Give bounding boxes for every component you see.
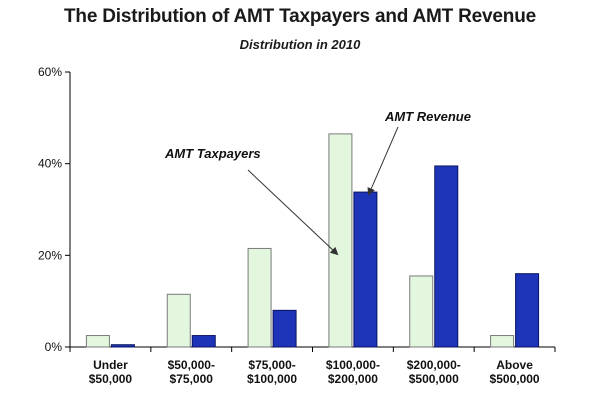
taxpayers-bar (490, 335, 515, 348)
taxpayers-bar (166, 293, 191, 348)
chart-subtitle: Distribution in 2010 (239, 37, 361, 52)
y-tick-label: 0% (45, 340, 63, 354)
revenue-bar (272, 309, 297, 348)
revenue-bar (191, 335, 216, 348)
y-tick-label: 40% (38, 157, 62, 171)
revenue-bar (353, 191, 378, 348)
annotation-arrow-taxpayers (247, 169, 339, 256)
x-tick-label: $500,000 (409, 372, 459, 386)
x-tick-label: $100,000- (326, 358, 380, 372)
x-tick-label: $200,000 (328, 372, 378, 386)
annotation-taxpayers: AMT Taxpayers (164, 146, 261, 161)
y-tick-label: 60% (38, 65, 62, 79)
x-tick-label: $75,000- (248, 358, 295, 372)
chart-title: The Distribution of AMT Taxpayers and AM… (64, 6, 536, 27)
revenue-bar (434, 165, 459, 348)
x-tick-label: Under (93, 358, 128, 372)
taxpayers-bar (328, 133, 353, 348)
annotation-arrow-revenue (367, 126, 399, 196)
x-tick-label: $100,000 (247, 372, 297, 386)
x-tick-label: $500,000 (490, 372, 540, 386)
x-tick-label: Above (496, 358, 533, 372)
taxpayers-bar (247, 247, 272, 348)
taxpayers-bar (85, 335, 110, 348)
x-tick-label: $50,000 (89, 372, 133, 386)
annotation-revenue: AMT Revenue (384, 109, 471, 124)
revenue-bar (110, 344, 135, 348)
x-tick-label: $75,000 (170, 372, 214, 386)
taxpayers-bar (409, 275, 434, 348)
x-tick-label: $50,000- (168, 358, 215, 372)
x-tick-label: $200,000- (407, 358, 461, 372)
y-tick-label: 20% (38, 248, 62, 262)
revenue-bar (515, 273, 540, 348)
